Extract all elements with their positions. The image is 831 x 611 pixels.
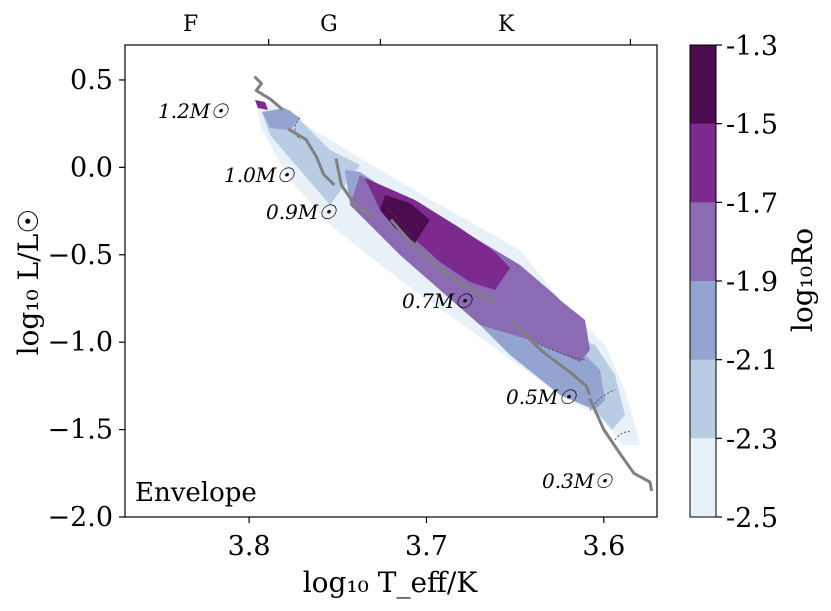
y-tick-label: −1.0 <box>47 327 113 358</box>
colorbar-band <box>690 45 716 125</box>
evolution-tracks <box>253 75 654 492</box>
heatmap-band-blue-3 <box>480 325 605 410</box>
track-mass-label: 0.5M☉ <box>506 385 577 409</box>
evolution-track <box>287 127 336 186</box>
y-tick-label: −2.0 <box>47 502 113 533</box>
colorbar-tick-label: -1.7 <box>726 188 778 219</box>
colorbar-band <box>690 359 716 439</box>
colorbar-label: log₁₀Ro <box>786 228 819 332</box>
plot-frame <box>124 44 658 518</box>
x-tick-label: 3.8 <box>228 531 271 562</box>
heatmap-band-pale <box>262 110 360 205</box>
evolution-track <box>334 158 375 218</box>
track-mass-label: 0.3M☉ <box>542 469 613 493</box>
contour-line-5 <box>589 389 616 411</box>
spectral-type-label: F <box>183 12 198 37</box>
mass-labels: 1.2M☉ 1.0M☉ 0.9M☉ 0.7M☉ 0.5M☉ 0.3M☉ <box>158 99 613 493</box>
colorbar-tick-label: -2.3 <box>726 424 778 455</box>
x-tick-label: 3.6 <box>582 531 625 562</box>
evolution-track <box>510 320 591 396</box>
colorbar-tick-label: -1.9 <box>726 267 778 298</box>
evolution-track <box>389 218 499 306</box>
colorbar-tick-label: -2.5 <box>726 503 778 534</box>
x-axis-ticks: 3.8 3.7 3.6 <box>228 517 625 562</box>
track-mass-label: 0.7M☉ <box>402 289 473 313</box>
track-mass-label: 1.0M☉ <box>224 163 295 187</box>
plot-area <box>253 75 654 492</box>
colorbar-band <box>690 438 716 518</box>
heatmap-band-blue <box>262 108 300 130</box>
evolution-track <box>588 397 654 492</box>
heatmap-tip <box>255 100 268 110</box>
y-axis-label: log₁₀ L/L☉ <box>12 209 45 356</box>
spectral-type-label: K <box>498 12 515 37</box>
heatmap-band-deep <box>380 195 430 243</box>
y-axis-ticks: 0.5 0.0 −0.5 −1.0 −1.5 −2.0 <box>47 65 125 533</box>
contour-line-3 <box>492 254 496 291</box>
colorbar-band <box>690 123 716 203</box>
x-axis-label: log₁₀ T_eff/K <box>303 566 479 599</box>
panel-label: Envelope <box>135 478 257 508</box>
colorbar-band <box>690 281 716 361</box>
y-tick-label: 0.0 <box>70 152 113 183</box>
colorbar: -1.3 -1.5 -1.7 -1.9 -2.1 -2.3 -2.5 <box>689 31 778 534</box>
x-tick-label: 3.7 <box>405 531 448 562</box>
track-mass-label: 0.9M☉ <box>266 200 337 224</box>
y-tick-label: −1.5 <box>47 415 113 446</box>
spectral-type-label: G <box>320 12 338 37</box>
colorbar-tick-label: -2.1 <box>726 346 778 377</box>
track-mass-label: 1.2M☉ <box>158 99 229 123</box>
y-tick-label: −0.5 <box>47 240 113 271</box>
colorbar-tick-label: -1.5 <box>726 110 778 141</box>
contour-line-2 <box>364 179 416 244</box>
y-tick-label: 0.5 <box>70 65 113 96</box>
contour-line-6 <box>614 431 633 441</box>
colorbar-band <box>690 202 716 282</box>
evolution-track <box>253 75 284 111</box>
colorbar-tick-label: -1.3 <box>726 31 778 62</box>
